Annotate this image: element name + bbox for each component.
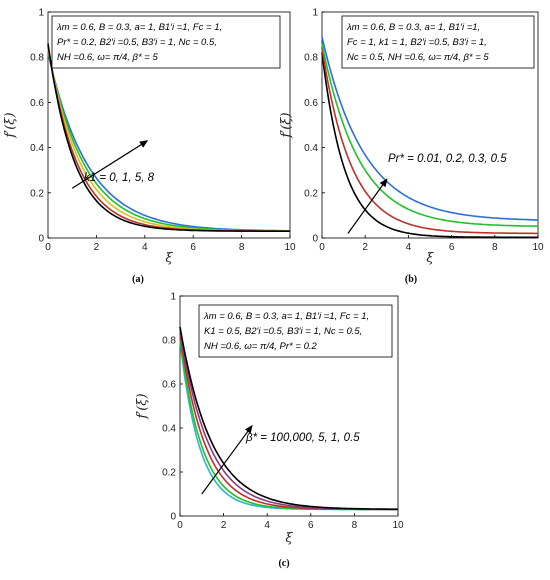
parameter-box: [341, 15, 535, 69]
parameter-line: Pr* = 0.2, B2′i =0.5, B3′i = 1, Nc = 0.5…: [57, 37, 217, 48]
parameter-line: K1 = 0.5, B2′i =0.5, B3′i = 1, Nc = 0.5,: [204, 326, 362, 337]
parameter-annotation: Pr* = 0.01, 0.2, 0.3, 0.5: [388, 153, 507, 165]
y-tick-label: 0.8: [30, 53, 44, 64]
y-tick-label: 0: [312, 234, 318, 245]
series-line-red: [179, 333, 398, 511]
y-tick-label: 0.4: [162, 424, 176, 435]
parameter-annotation: β* = 100,000, 5, 1, 0.5: [245, 432, 360, 444]
y-axis-label: f′(ξ): [279, 112, 294, 138]
series-line-black: [47, 43, 290, 232]
x-tick-label: 8: [239, 242, 245, 253]
y-tick-label: 0.4: [304, 143, 318, 154]
parameter-line: λm = 0.6, B = 0.3, a= 1, B1′i =1, Fc = 1…: [56, 22, 222, 33]
panel-b: 0 2 4 6 8 10 0 0.2 0.4 0.6 0.8 1 ξ f′(ξ) λm = 0.6, B =…: [279, 8, 544, 286]
trend-arrow: [71, 140, 149, 189]
x-tick-label: 2: [362, 242, 368, 253]
x-tick-label: 6: [190, 242, 196, 253]
x-tick-label: 2: [221, 520, 227, 531]
y-tick-label: 0.4: [30, 143, 44, 154]
series-line-yellow: [47, 48, 290, 232]
x-tick-label: 0: [177, 520, 183, 531]
y-tick-label: 0.8: [304, 53, 318, 64]
parameter-annotation: k1 = 0, 1, 5, 8: [84, 172, 155, 184]
x-tick-label: 0: [45, 242, 51, 253]
parameter-line: Nc = 0.5, NH =0.6, ω= π/4, β* = 5: [347, 52, 489, 63]
plot-area: [47, 11, 291, 239]
y-tick-label: 1: [38, 8, 44, 19]
y-tick-label: 0: [170, 512, 176, 523]
y-tick-label: 0: [38, 234, 44, 245]
parameter-line: Fc = 1, k1 = 1, B2′i =0.5, B3′i = 1,: [347, 37, 487, 48]
x-tick-label: 4: [264, 520, 270, 531]
series-line-red: [321, 48, 538, 235]
y-tick-label: 0.8: [162, 336, 176, 347]
x-tick-label: 2: [94, 242, 100, 253]
x-tick-label: 4: [142, 242, 148, 253]
y-tick-label: 0.6: [162, 380, 176, 391]
y-tick-label: 0.2: [30, 188, 44, 199]
x-axis-label: ξ: [165, 251, 173, 266]
y-tick-label: 0.2: [162, 468, 176, 479]
parameter-line: λm = 0.6, B = 0.3, a= 1, B1′i =1,: [346, 22, 480, 33]
y-tick-label: 1: [170, 292, 176, 303]
x-tick-label: 6: [308, 520, 314, 531]
series-line-black: [321, 52, 538, 239]
panel-caption: (c): [278, 558, 289, 569]
series-line-black: [179, 326, 398, 511]
parameter-line: NH =0.6, ω= π/4, β* = 5: [57, 52, 158, 63]
y-tick-label: 0.6: [304, 98, 318, 109]
x-tick-label: 8: [492, 242, 498, 253]
panel-caption: (a): [132, 274, 144, 285]
series-line-blue: [47, 52, 290, 232]
x-tick-label: 4: [406, 242, 412, 253]
panel-a: 0 2 4 6 8 10 0 0.2 0.4 0.6 0.8 1 ξ f′(ξ) λm = 0.6, B =…: [3, 8, 296, 286]
y-tick-label: 1: [312, 8, 318, 19]
series-line-red: [47, 45, 290, 232]
plot-area: [321, 11, 539, 239]
panel-caption: (b): [405, 274, 417, 285]
x-tick-label: 0: [319, 242, 325, 253]
series-line-green: [321, 43, 538, 227]
parameter-line: NH =0.6, ω= π/4, Pr* = 0.2: [204, 341, 317, 352]
y-tick-label: 0.6: [30, 98, 44, 109]
x-tick-label: 10: [532, 242, 544, 253]
x-axis-label: ξ: [285, 531, 293, 546]
x-tick-label: 10: [284, 242, 296, 253]
x-tick-label: 10: [392, 520, 404, 531]
x-axis-label: ξ: [426, 251, 434, 266]
series-line-blue: [321, 36, 539, 221]
x-tick-label: 8: [352, 520, 358, 531]
x-tick-label: 6: [449, 242, 455, 253]
y-axis-label: f′(ξ): [3, 112, 18, 138]
parameter-box: [198, 304, 393, 358]
series-line-green: [47, 50, 290, 232]
trend-arrow: [201, 424, 253, 495]
y-axis-label: f′(ξ): [135, 393, 150, 419]
panel-c: 0 2 4 6 8 10 0 0.2 0.4 0.6 0.8 1 ξ f′(ξ) λm = 0.6, B =…: [135, 292, 404, 570]
trend-arrow: [347, 178, 388, 234]
series-line-cyan: [179, 339, 398, 511]
plot-area: [179, 295, 399, 517]
y-tick-label: 0.2: [304, 188, 318, 199]
parameter-box: [51, 15, 281, 69]
series-line-green: [179, 337, 398, 511]
parameter-line: λm = 0.6, B = 0.3, a= 1, B1′i =1, Fc = 1…: [203, 311, 369, 322]
